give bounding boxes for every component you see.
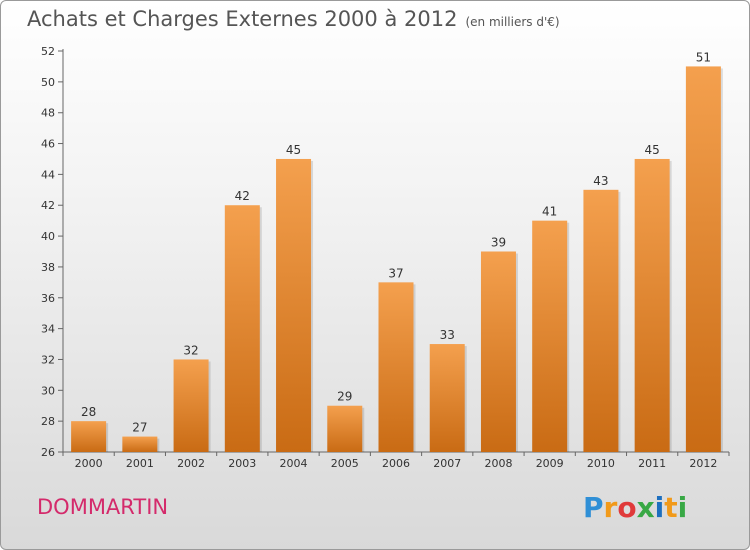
bar-value-label: 32 bbox=[183, 343, 198, 357]
bar bbox=[378, 282, 414, 452]
bar-value-label: 42 bbox=[235, 189, 250, 203]
x-tick-label: 2008 bbox=[484, 457, 512, 470]
y-tick-label: 46 bbox=[41, 138, 55, 151]
bar-value-label: 39 bbox=[491, 236, 506, 250]
y-tick-label: 34 bbox=[41, 323, 55, 336]
x-tick-label: 2001 bbox=[126, 457, 154, 470]
logo-letter: o bbox=[617, 491, 637, 524]
x-tick-label: 2005 bbox=[331, 457, 359, 470]
commune-name: DOMMARTIN bbox=[37, 495, 169, 519]
bar-value-label: 41 bbox=[542, 205, 557, 219]
bar-value-label: 43 bbox=[593, 174, 608, 188]
y-tick-label: 50 bbox=[41, 76, 55, 89]
bar bbox=[276, 158, 312, 452]
y-tick-label: 30 bbox=[41, 384, 55, 397]
bar bbox=[634, 158, 670, 452]
chart-title-text: Achats et Charges Externes 2000 à 2012 bbox=[27, 7, 458, 31]
x-tick-label: 2012 bbox=[689, 457, 717, 470]
bar bbox=[173, 359, 209, 452]
bar bbox=[480, 251, 516, 452]
y-tick-label: 52 bbox=[41, 45, 55, 58]
x-tick-label: 2002 bbox=[177, 457, 205, 470]
bar bbox=[532, 220, 568, 452]
logo-letter: r bbox=[603, 491, 618, 524]
y-tick-label: 42 bbox=[41, 199, 55, 212]
logo-letter: i bbox=[654, 491, 665, 524]
bar bbox=[71, 421, 107, 452]
bar-value-label: 27 bbox=[132, 421, 147, 435]
logo-letter: i bbox=[677, 491, 688, 524]
chart-title: Achats et Charges Externes 2000 à 2012 (e… bbox=[27, 7, 560, 31]
bar-value-label: 45 bbox=[645, 143, 660, 157]
bar-value-label: 51 bbox=[696, 50, 711, 64]
x-tick-label: 2003 bbox=[228, 457, 256, 470]
x-tick-label: 2006 bbox=[382, 457, 410, 470]
chart-unit: (en milliers d'€) bbox=[465, 15, 560, 29]
bar-value-label: 29 bbox=[337, 390, 352, 404]
x-tick-label: 2000 bbox=[75, 457, 103, 470]
bar bbox=[685, 66, 721, 452]
logo-letter: x bbox=[636, 491, 655, 524]
x-tick-label: 2007 bbox=[433, 457, 461, 470]
y-tick-label: 40 bbox=[41, 230, 55, 243]
y-tick-label: 44 bbox=[41, 168, 55, 181]
bar bbox=[224, 205, 260, 452]
bar bbox=[122, 436, 158, 452]
logo-letter: t bbox=[664, 491, 678, 524]
y-tick-label: 32 bbox=[41, 353, 55, 366]
y-tick-label: 48 bbox=[41, 107, 55, 120]
logo-letter: P bbox=[583, 491, 604, 524]
bar-value-label: 33 bbox=[440, 328, 455, 342]
y-tick-label: 38 bbox=[41, 261, 55, 274]
x-tick-label: 2004 bbox=[280, 457, 308, 470]
proxiti-logo: Proxiti bbox=[583, 491, 687, 524]
x-tick-label: 2010 bbox=[587, 457, 615, 470]
x-tick-label: 2009 bbox=[536, 457, 564, 470]
y-tick-label: 26 bbox=[41, 446, 55, 459]
bar-value-label: 37 bbox=[388, 266, 403, 280]
bar bbox=[583, 189, 619, 453]
bar bbox=[327, 405, 363, 452]
x-tick-label: 2011 bbox=[638, 457, 666, 470]
y-tick-label: 28 bbox=[41, 415, 55, 428]
bar bbox=[429, 344, 465, 452]
bar-value-label: 45 bbox=[286, 143, 301, 157]
bar-value-label: 28 bbox=[81, 405, 96, 419]
y-tick-label: 36 bbox=[41, 292, 55, 305]
